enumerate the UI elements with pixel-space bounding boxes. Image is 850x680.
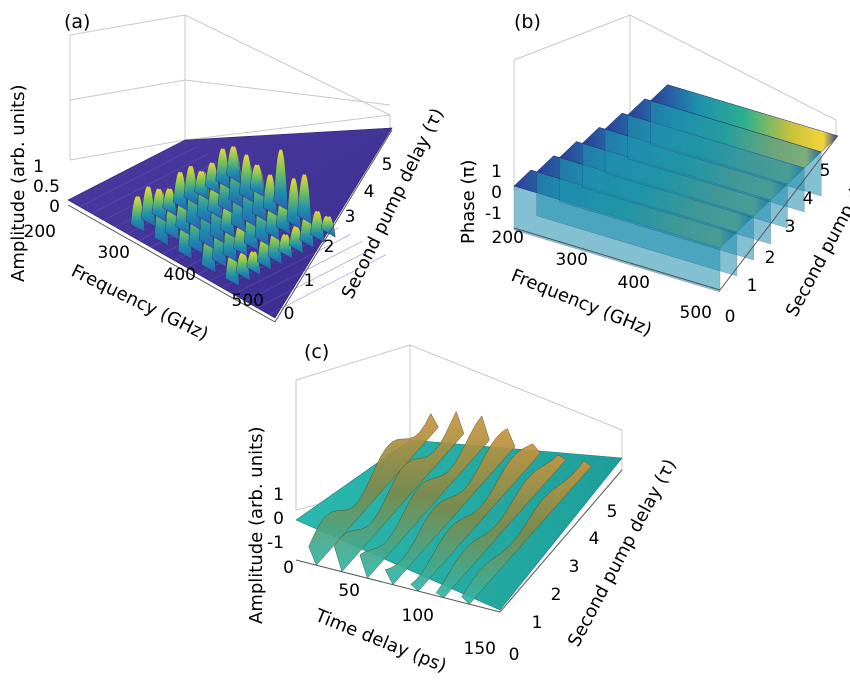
panel-b-front-edge-x [513, 227, 721, 291]
panel-a-zlabel: Amplitude (arb. units) [8, 84, 29, 282]
panel-a-peak [194, 170, 209, 200]
panel-b-label: (b) [514, 11, 541, 33]
panel-a-grid-line [245, 240, 363, 302]
panel-b-ytick: 5 [820, 161, 831, 181]
panel-c-xticks: 0 50 100 150 [283, 558, 496, 659]
panel-c-xtick: 0 [283, 558, 294, 578]
panel-c-ztick: 1 [273, 485, 284, 505]
panel-c-ztick: -1 [267, 533, 284, 553]
panel-a-ztick: 0 [49, 197, 60, 217]
panel-a-peaks [130, 145, 336, 287]
panel-a-ytick: 2 [324, 237, 335, 257]
panel-b-ytick: 2 [765, 248, 776, 268]
panel-b-front-edge-y [719, 137, 837, 291]
panel-a-grid-line [103, 159, 221, 221]
panel-a-xtick: 300 [98, 243, 130, 263]
panel-c-xtick: 150 [464, 639, 496, 659]
panel-a-xtick: 400 [164, 265, 196, 285]
panel-c-ytick: 2 [551, 585, 562, 605]
panel-a-yticks: 0 1 2 3 4 5 [284, 155, 393, 324]
panel-a-ztick: 1 [33, 157, 44, 177]
panel-b-step-face [650, 100, 822, 197]
panel-c: (c) 1 0 -1 0 50 100 150 0 1 2 3 4 5 [246, 341, 681, 677]
panel-a-grid-line [91, 153, 209, 214]
panel-c-ridge [461, 460, 592, 605]
panel-c-zticks: 1 0 -1 [267, 485, 284, 553]
panel-a-grid-line [79, 146, 197, 208]
panel-a-front-edge-y [274, 129, 393, 323]
panel-b-xtick: 400 [618, 273, 650, 293]
panel-c-label: (c) [304, 341, 329, 363]
panel-b-yticks: 0 1 2 3 4 5 [725, 161, 831, 327]
panel-c-ridge [308, 412, 439, 566]
panel-b-ztick: 0 [491, 183, 502, 203]
panel-b-xticks: 200 300 400 500 [492, 228, 712, 323]
panel-b-ytick: 0 [725, 307, 736, 327]
panel-b-ztick: -1 [485, 204, 502, 224]
panel-c-zlabel: Amplitude (arb. units) [246, 426, 267, 624]
panel-a-peak [249, 164, 265, 198]
panel-a-peak [246, 250, 262, 276]
panel-a-label: (a) [64, 11, 90, 33]
panel-c-ridge [410, 443, 541, 592]
panel-a-grid-line [268, 254, 387, 315]
panel-c-xtick: 50 [338, 581, 360, 601]
panel-a-xtick: 500 [232, 291, 264, 311]
panel-a-peak [297, 173, 312, 225]
panel-b: (b) 1 0 -1 200 300 400 500 0 1 2 3 4 5 [458, 11, 850, 341]
panel-c-ridge [359, 415, 490, 579]
panel-a-ztick: 0.5 [33, 177, 60, 197]
panel-b-ztick: 1 [491, 162, 502, 182]
panel-c-xtick: 100 [402, 606, 434, 626]
panel-c-ridge [333, 410, 465, 573]
panel-a-ytick: 1 [304, 271, 315, 291]
panel-c-ztick: 0 [273, 509, 284, 529]
panel-c-ridge [384, 428, 516, 586]
panel-c-ytick: 4 [589, 529, 600, 549]
panel-c-ytick: 0 [509, 645, 520, 665]
panel-a-peak [162, 188, 178, 217]
panel-a: (a) 1 0.5 0 200 300 400 500 [8, 11, 448, 345]
panel-b-zlabel: Phase (π) [458, 160, 479, 244]
panel-b-xtick: 200 [492, 228, 524, 248]
panel-a-zticks: 1 0.5 0 [33, 157, 60, 217]
panel-a-peak [288, 225, 304, 254]
panel-c-ytick: 1 [532, 613, 543, 633]
panel-b-surface [513, 84, 839, 293]
panel-a-ytick: 5 [382, 155, 393, 175]
panel-a-peak [278, 233, 293, 260]
panel-b-ytick: 3 [785, 217, 796, 237]
panel-c-yticks: 0 1 2 3 4 5 [509, 502, 618, 665]
panel-a-peak [226, 145, 241, 184]
panel-b-xtick: 300 [556, 250, 588, 270]
panel-c-front-edge-y [499, 469, 623, 613]
panel-c-front-edge-x [295, 559, 501, 613]
panel-c-ytick: 5 [607, 502, 618, 522]
panel-a-xtick: 200 [24, 222, 56, 242]
panel-c-ytick: 3 [569, 557, 580, 577]
panel-a-peak [320, 215, 336, 238]
panel-a-xticks: 200 300 400 500 [24, 222, 264, 311]
panel-a-front-edge-x [67, 204, 276, 323]
panel-c-ridges [308, 410, 592, 605]
panel-a-grid-line [257, 247, 375, 309]
panel-a-peak [273, 149, 289, 211]
panel-a-grid-line [233, 234, 351, 295]
panel-b-zticks: 1 0 -1 [485, 162, 502, 224]
panel-b-ytick: 1 [747, 276, 758, 296]
panel-a-ytick: 3 [345, 207, 356, 227]
panel-a-ytick: 4 [364, 182, 375, 202]
panel-b-ytick: 4 [803, 189, 814, 209]
panel-a-ytick: 0 [284, 304, 295, 324]
panel-c-ridge [435, 454, 567, 599]
panel-b-xtick: 500 [680, 303, 712, 323]
